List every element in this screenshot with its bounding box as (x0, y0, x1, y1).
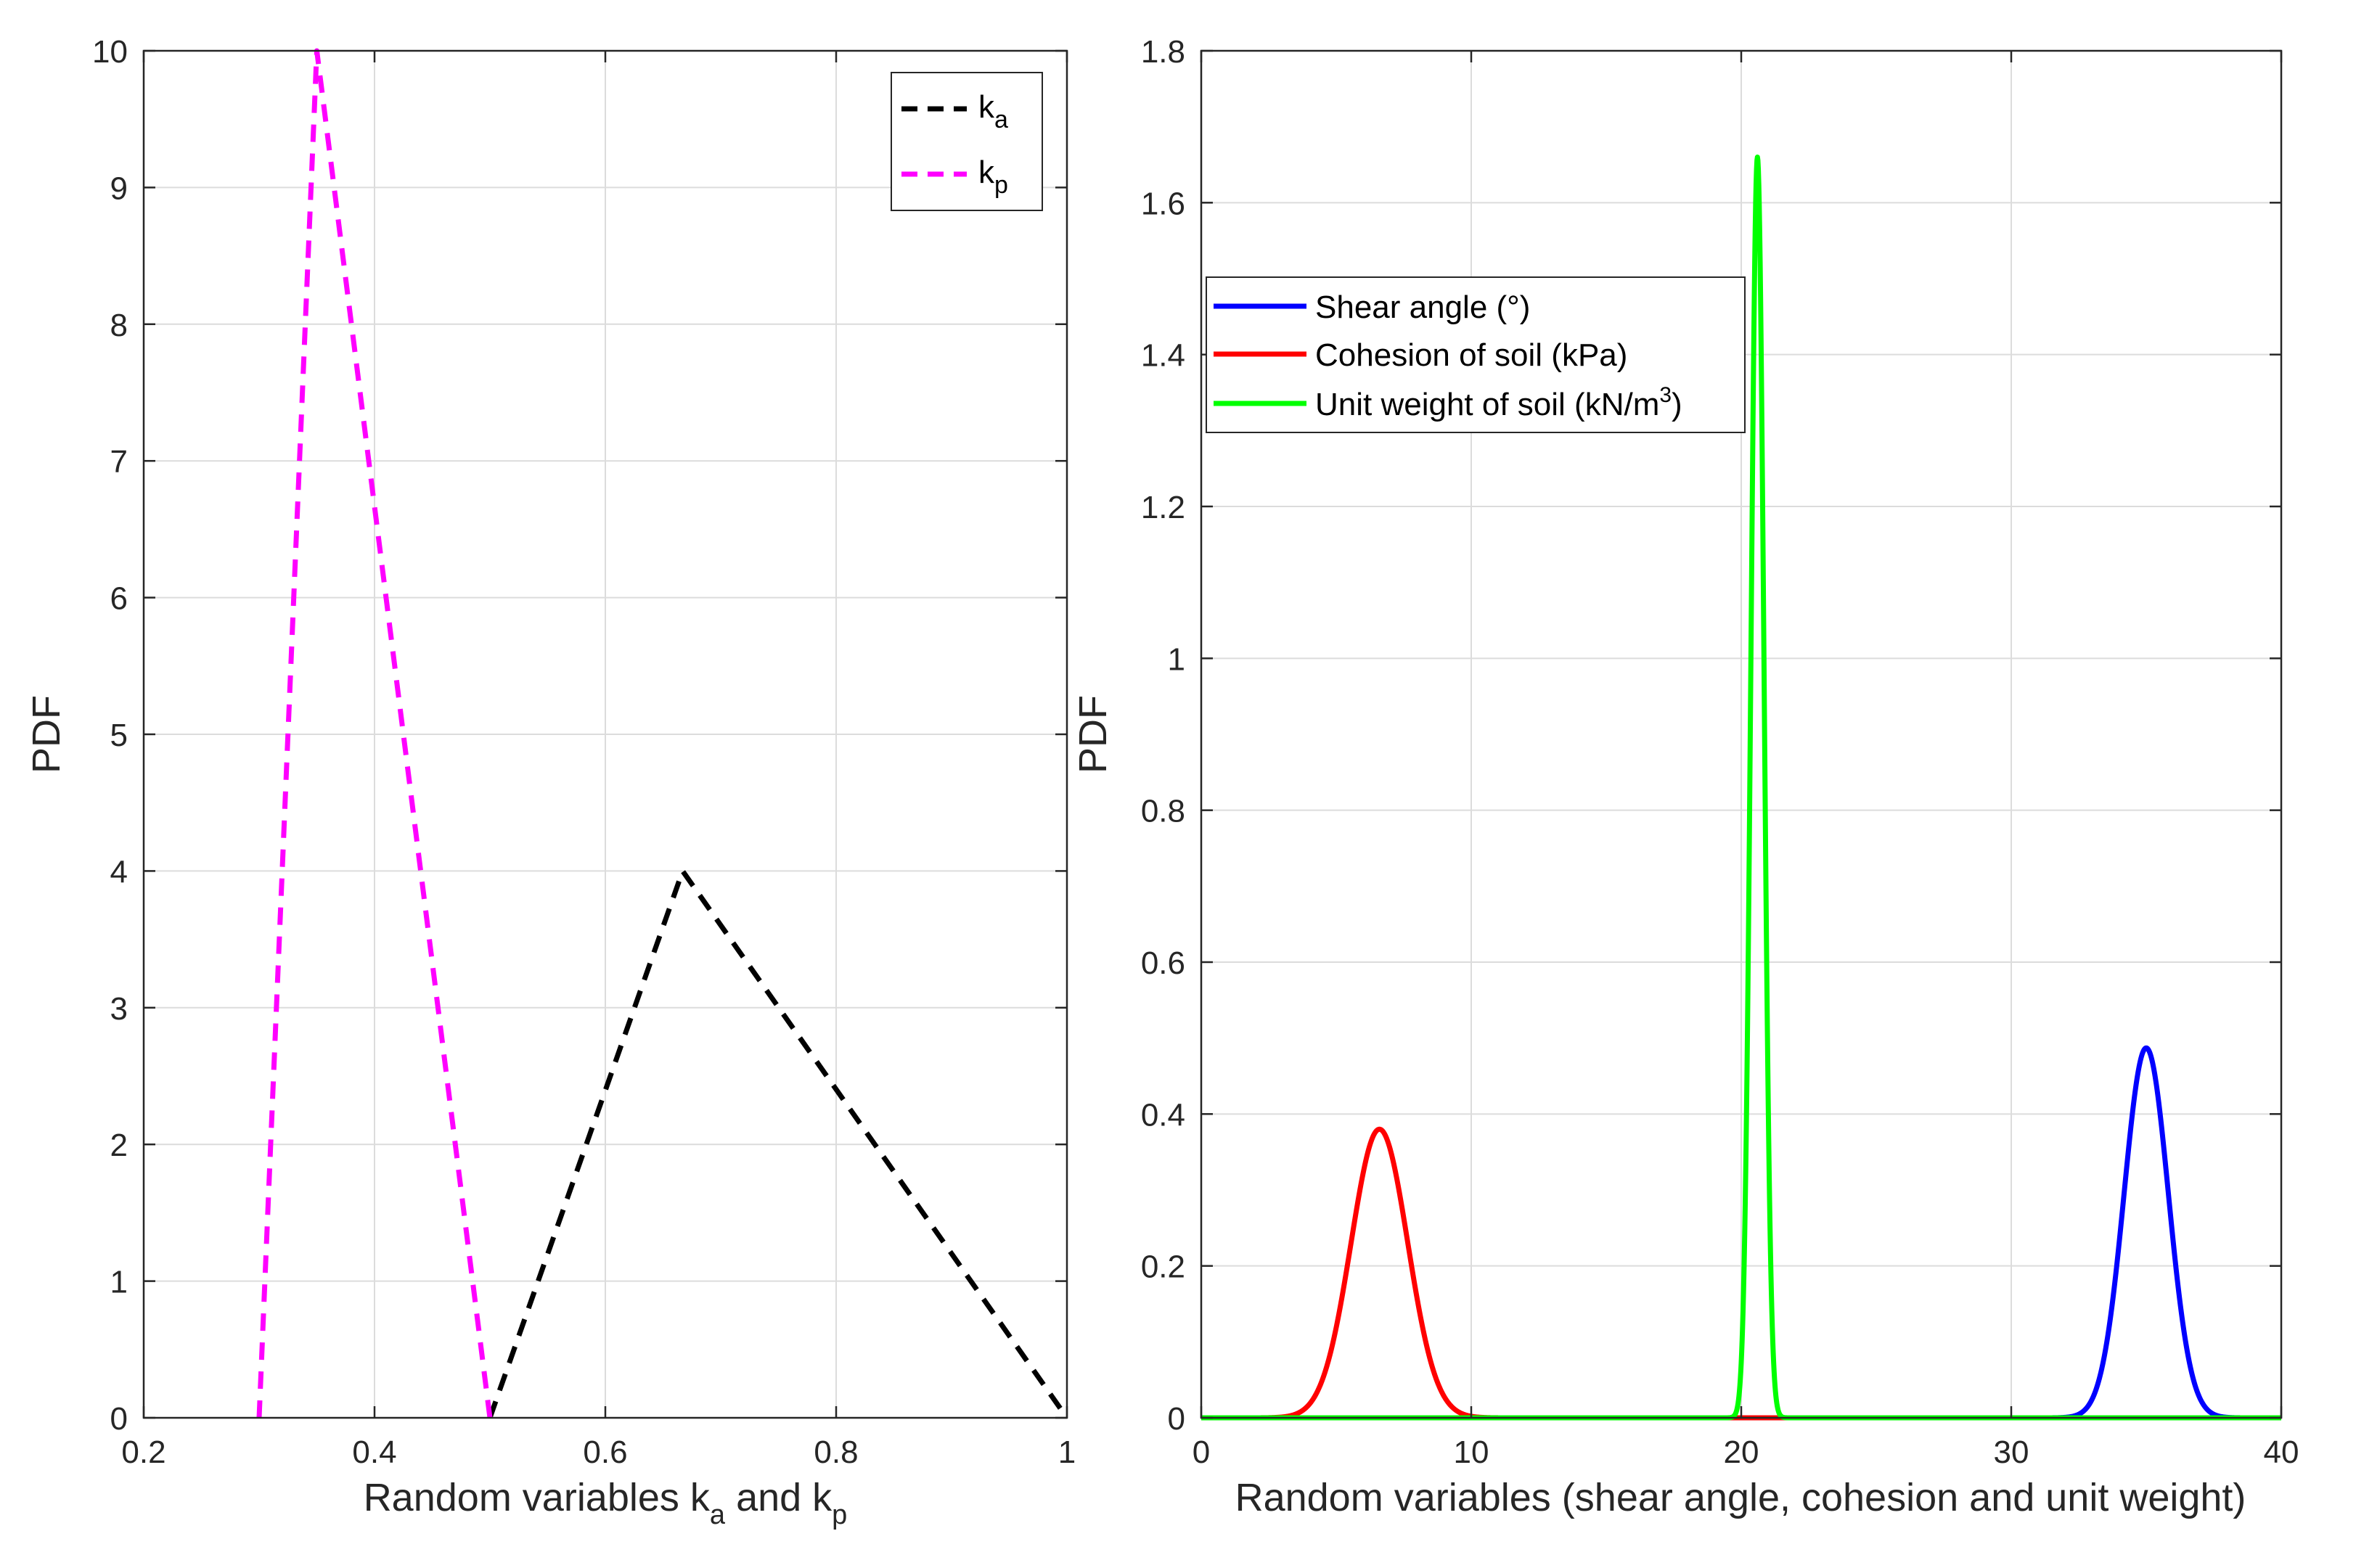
legend-kp-name: k (978, 155, 995, 190)
right-y-tick-label: 0.2 (1141, 1249, 1185, 1285)
left-y-tick-label: 5 (110, 718, 128, 753)
left-y-tick-label: 7 (110, 444, 128, 480)
right-tick-labels: 0 10 20 30 40 0 0.2 0.4 0.6 0.8 1 1.2 1.4 1.6 1.8 (1141, 34, 2299, 1470)
series-line-left-0 (487, 868, 1067, 1420)
legend-unit-weight-name: Unit weight of soil (kN/m (1315, 387, 1659, 422)
left-y-tick-label: 6 (110, 581, 128, 617)
right-x-axis-label: Random variables (shear angle, cohesion … (1235, 1476, 2246, 1519)
left-ticks (142, 49, 1068, 1419)
left-y-tick-label: 2 (110, 1128, 128, 1163)
right-y-tick-label: 0.8 (1141, 794, 1185, 829)
left-x-label-and: and k (725, 1476, 833, 1519)
left-y-tick-label: 3 (110, 991, 128, 1027)
right-x-tick-label: 40 (2264, 1434, 2299, 1470)
left-x-tick-label: 0.2 (121, 1434, 165, 1470)
right-x-tick-label: 20 (1724, 1434, 1759, 1470)
right-y-tick-label: 0.4 (1141, 1097, 1185, 1133)
legend-label-kp: kp (978, 155, 1008, 199)
legend-unit-weight-end: ) (1672, 387, 1682, 422)
legend-label-shear: Shear angle (°) (1315, 290, 1530, 325)
right-y-tick-label: 0.6 (1141, 945, 1185, 981)
left-y-tick-label: 0 (110, 1401, 128, 1437)
legend-ka-sub: a (994, 106, 1008, 134)
left-x-label-sub-a: a (710, 1500, 726, 1530)
left-x-tick-label: 0.8 (814, 1434, 858, 1470)
legend-label-cohesion: Cohesion of soil (kPa) (1315, 337, 1627, 373)
right-y-tick-label: 1.6 (1141, 186, 1185, 221)
left-x-tick-label: 0.6 (583, 1434, 627, 1470)
right-legend: Shear angle (°) Cohesion of soil (kPa) U… (1206, 276, 1746, 433)
legend-unit-weight-sup: 3 (1659, 383, 1672, 407)
right-x-tick-label: 10 (1454, 1434, 1489, 1470)
right-y-tick-label: 1.2 (1141, 490, 1185, 525)
right-y-tick-label: 1.8 (1141, 34, 1185, 70)
left-x-tick-label: 0.4 (352, 1434, 396, 1470)
right-ticks (1200, 49, 2283, 1419)
right-y-axis-label: PDF (1071, 695, 1115, 773)
legend-kp-sub: p (994, 171, 1008, 199)
left-y-tick-label: 4 (110, 854, 128, 890)
left-y-axis-label: PDF (25, 695, 68, 773)
right-x-tick-label: 30 (1994, 1434, 2029, 1470)
right-y-tick-label: 1 (1168, 641, 1185, 677)
left-y-tick-label: 10 (92, 34, 128, 70)
left-x-label-main: Random variables k (364, 1476, 711, 1519)
legend-label-ka: ka (978, 89, 1008, 134)
left-x-label-sub-p: p (832, 1500, 847, 1530)
left-y-tick-label: 9 (110, 171, 128, 206)
left-legend-box (891, 72, 1043, 211)
left-x-axis-label: Random variables ka and kp (364, 1476, 848, 1530)
legend-ka-name: k (978, 89, 995, 125)
right-y-tick-label: 0 (1168, 1401, 1185, 1437)
right-x-tick-label: 0 (1193, 1434, 1210, 1470)
legend-label-unit-weight: Unit weight of soil (kN/m3) (1315, 383, 1682, 422)
left-x-tick-label: 1 (1058, 1434, 1076, 1470)
left-legend: ka kp (891, 72, 1043, 211)
left-y-tick-label: 1 (110, 1265, 128, 1300)
right-y-tick-label: 1.4 (1141, 338, 1185, 374)
left-y-tick-label: 8 (110, 308, 128, 343)
